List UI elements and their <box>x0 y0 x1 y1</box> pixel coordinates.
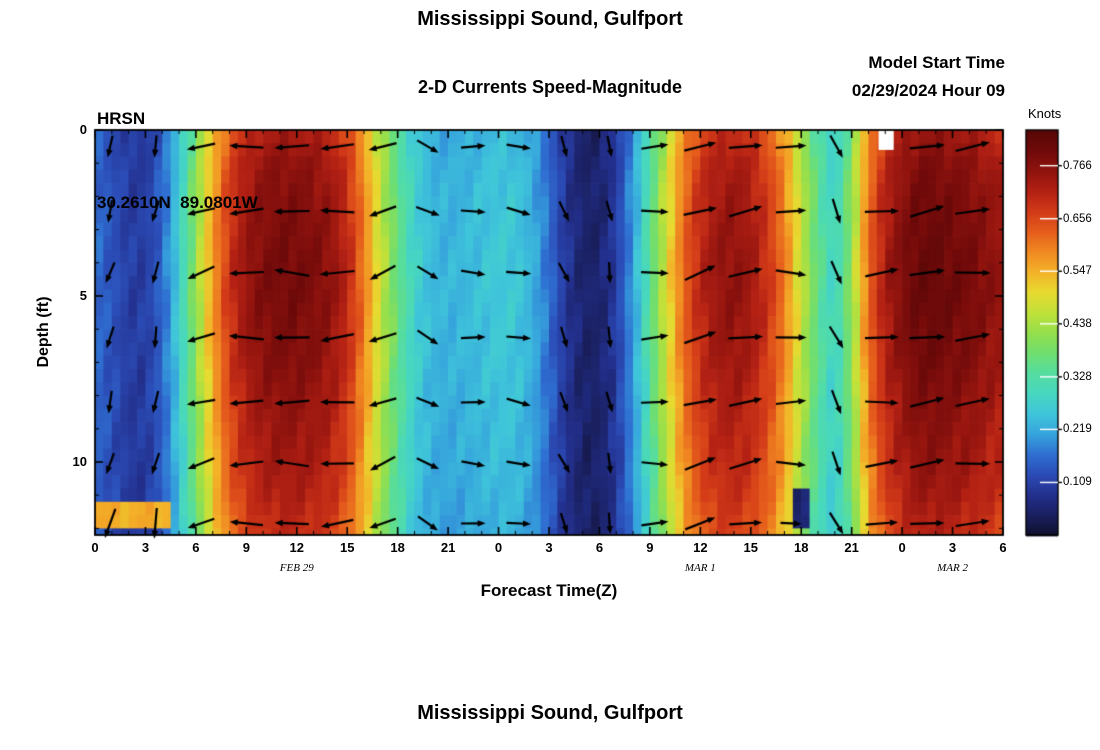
colorbar-tick-label: 0.766 <box>1063 159 1092 172</box>
x-tick-label: 3 <box>948 540 957 555</box>
x-tick-label: 12 <box>693 540 708 555</box>
x-tick-label: 18 <box>793 540 809 555</box>
colorbar-tick-label: 0.328 <box>1063 370 1092 383</box>
date-label: FEB 29 <box>279 562 314 574</box>
plot-subtitle: 2-D Currents Speed-Magnitude <box>417 77 683 97</box>
colorbar-tick-label: 0.219 <box>1063 423 1092 436</box>
x-tick-label: 12 <box>289 540 304 555</box>
colorbar-units-label: Knots <box>1028 106 1062 121</box>
station-id: HRSN <box>97 109 146 128</box>
x-tick-label: 6 <box>192 540 200 555</box>
station-block: HRSN 30.2610N 89.0801W <box>97 49 258 273</box>
station-coordinates: 30.2610N 89.0801W <box>97 193 258 212</box>
x-tick-label: 18 <box>390 540 405 555</box>
x-tick-label: 21 <box>440 540 456 555</box>
colorbar-tick-label: 0.438 <box>1063 317 1092 330</box>
x-tick-label: 6 <box>999 540 1007 555</box>
figure-title: Mississippi Sound, Gulfport <box>417 8 683 30</box>
y-axis-title: Depth (ft) <box>35 296 52 368</box>
x-tick-label: 0 <box>494 540 503 555</box>
next-figure-title: Mississippi Sound, Gulfport <box>417 702 683 724</box>
x-tick-label: 6 <box>595 540 604 555</box>
x-tick-label: 9 <box>646 540 654 555</box>
colorbar-tick-label: 0.656 <box>1063 212 1092 225</box>
colorbar-tick-label: 0.547 <box>1063 265 1092 278</box>
date-label: MAR 2 <box>937 562 968 574</box>
x-tick-label: 0 <box>91 540 99 555</box>
y-tick-label: 5 <box>79 287 87 303</box>
model-start-label: Model Start Time <box>868 53 1005 72</box>
date-label: MAR 1 <box>684 562 716 574</box>
x-axis-title: Forecast Time(Z) <box>480 581 618 600</box>
x-tick-label: 15 <box>339 540 355 555</box>
x-tick-label: 9 <box>242 540 250 555</box>
x-tick-label: 15 <box>743 540 758 555</box>
model-start-value: 02/29/2024 Hour 09 <box>851 81 1005 100</box>
y-tick-label: 10 <box>72 453 87 469</box>
model-start-block: Model Start Time 02/29/2024 Hour 09 <box>852 49 1005 105</box>
y-tick-label: 0 <box>79 122 87 137</box>
x-tick-label: 21 <box>844 540 859 555</box>
x-tick-label: 3 <box>141 540 150 555</box>
colorbar-tick-label: 0.109 <box>1063 476 1092 489</box>
x-tick-label: 0 <box>898 540 906 555</box>
x-tick-label: 3 <box>545 540 553 555</box>
